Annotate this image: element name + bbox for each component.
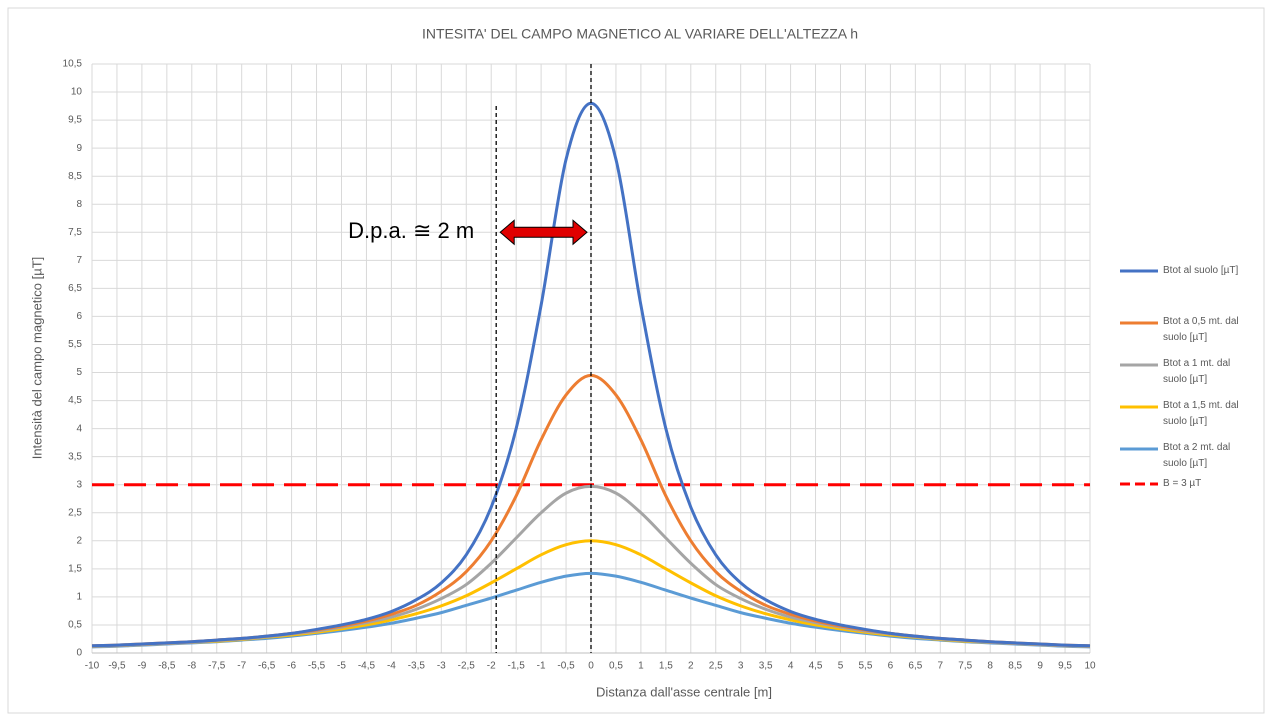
y-tick-label: 1,5	[68, 563, 82, 574]
y-tick-label: 7	[76, 255, 82, 266]
x-tick-label: -2	[487, 661, 496, 672]
x-tick-label: -4,5	[358, 661, 376, 672]
x-tick-label: -7	[237, 661, 246, 672]
y-tick-label: 4	[76, 423, 82, 434]
x-tick-label: 2,5	[709, 661, 723, 672]
legend-label: B = 3 µT	[1163, 478, 1202, 489]
x-tick-label: -2,5	[458, 661, 476, 672]
x-tick-label: -1	[537, 661, 546, 672]
y-tick-label: 6,5	[68, 283, 82, 294]
arrow	[499, 219, 588, 246]
x-tick-label: 4,5	[809, 661, 823, 672]
y-tick-label: 9	[76, 143, 82, 154]
y-tick-label: 3,5	[68, 451, 82, 462]
x-tick-label: 8	[987, 661, 993, 672]
x-tick-label: 4	[788, 661, 794, 672]
y-tick-label: 6	[76, 311, 82, 322]
x-tick-label: -7,5	[208, 661, 226, 672]
x-tick-label: -1,5	[508, 661, 526, 672]
x-tick-label: 5	[838, 661, 844, 672]
x-tick-label: -10	[85, 661, 100, 672]
series-line	[91, 101, 1091, 648]
y-tick-label: 10	[71, 87, 83, 98]
y-tick-label: 1	[76, 592, 82, 603]
y-tick-label: 10,5	[63, 59, 83, 70]
x-tick-label: 9,5	[1058, 661, 1072, 672]
x-tick-label: 9	[1037, 661, 1043, 672]
y-tick-label: 0	[76, 648, 82, 659]
y-tick-label: 2	[76, 535, 82, 546]
x-tick-label: 0,5	[609, 661, 623, 672]
legend-label: Btot a 1 mt. dal suolo [µT]	[1163, 358, 1231, 385]
x-tick-label: 1,5	[659, 661, 673, 672]
x-tick-label: -5,5	[308, 661, 326, 672]
x-tick-label: -0,5	[557, 661, 575, 672]
x-tick-label: -3	[437, 661, 446, 672]
x-tick-label: 1	[638, 661, 644, 672]
x-tick-label: -6,5	[258, 661, 276, 672]
y-tick-label: 8,5	[68, 171, 82, 182]
x-tick-label: -5	[337, 661, 346, 672]
y-tick-label: 9,5	[68, 115, 82, 126]
x-tick-label: 3,5	[759, 661, 773, 672]
y-tick-label: 3	[76, 479, 82, 490]
y-tick-label: 4,5	[68, 395, 82, 406]
legend-label: Btot a 1,5 mt. dal suolo [µT]	[1163, 400, 1239, 427]
y-tick-label: 8	[76, 199, 82, 210]
x-tick-label: -4	[387, 661, 396, 672]
annotation: D.p.a. ≅ 2 m	[348, 218, 474, 243]
x-tick-label: -9,5	[108, 661, 126, 672]
legend-label: Btot a 0,5 mt. dal suolo [µT]	[1163, 316, 1239, 343]
x-tick-label: 6,5	[908, 661, 922, 672]
x-tick-label: 3	[738, 661, 744, 672]
x-tick-label: 7,5	[958, 661, 972, 672]
x-tick-label: -3,5	[408, 661, 426, 672]
chart-title: INTESITA' DEL CAMPO MAGNETICO AL VARIARE…	[422, 26, 858, 42]
x-tick-label: 0	[588, 661, 594, 672]
x-tick-label: -9	[137, 661, 146, 672]
y-tick-label: 0,5	[68, 620, 82, 631]
x-tick-label: 10	[1084, 661, 1096, 672]
legend-label: Btot al suolo [µT]	[1163, 265, 1239, 276]
x-tick-label: 5,5	[858, 661, 872, 672]
x-tick-label: -6	[287, 661, 296, 672]
x-tick-label: 2	[688, 661, 694, 672]
y-tick-label: 2,5	[68, 507, 82, 518]
y-tick-label: 5	[76, 367, 82, 378]
frame	[7, 7, 1265, 714]
x-tick-label: -8	[187, 661, 196, 672]
x-tick-label: -8,5	[158, 661, 176, 672]
x-tick-label: 7	[938, 661, 944, 672]
y-tick-label: 5,5	[68, 339, 82, 350]
y-tick-label: 7,5	[68, 227, 82, 238]
y-axis-label: Intensità del campo magnetico [µT]	[29, 257, 44, 460]
legend-label: Btot a 2 mt. dal suolo [µT]	[1163, 442, 1231, 469]
x-tick-label: 6	[888, 661, 894, 672]
x-tick-label: 8,5	[1008, 661, 1022, 672]
x-axis-label: Distanza dall'asse centrale [m]	[596, 684, 772, 699]
